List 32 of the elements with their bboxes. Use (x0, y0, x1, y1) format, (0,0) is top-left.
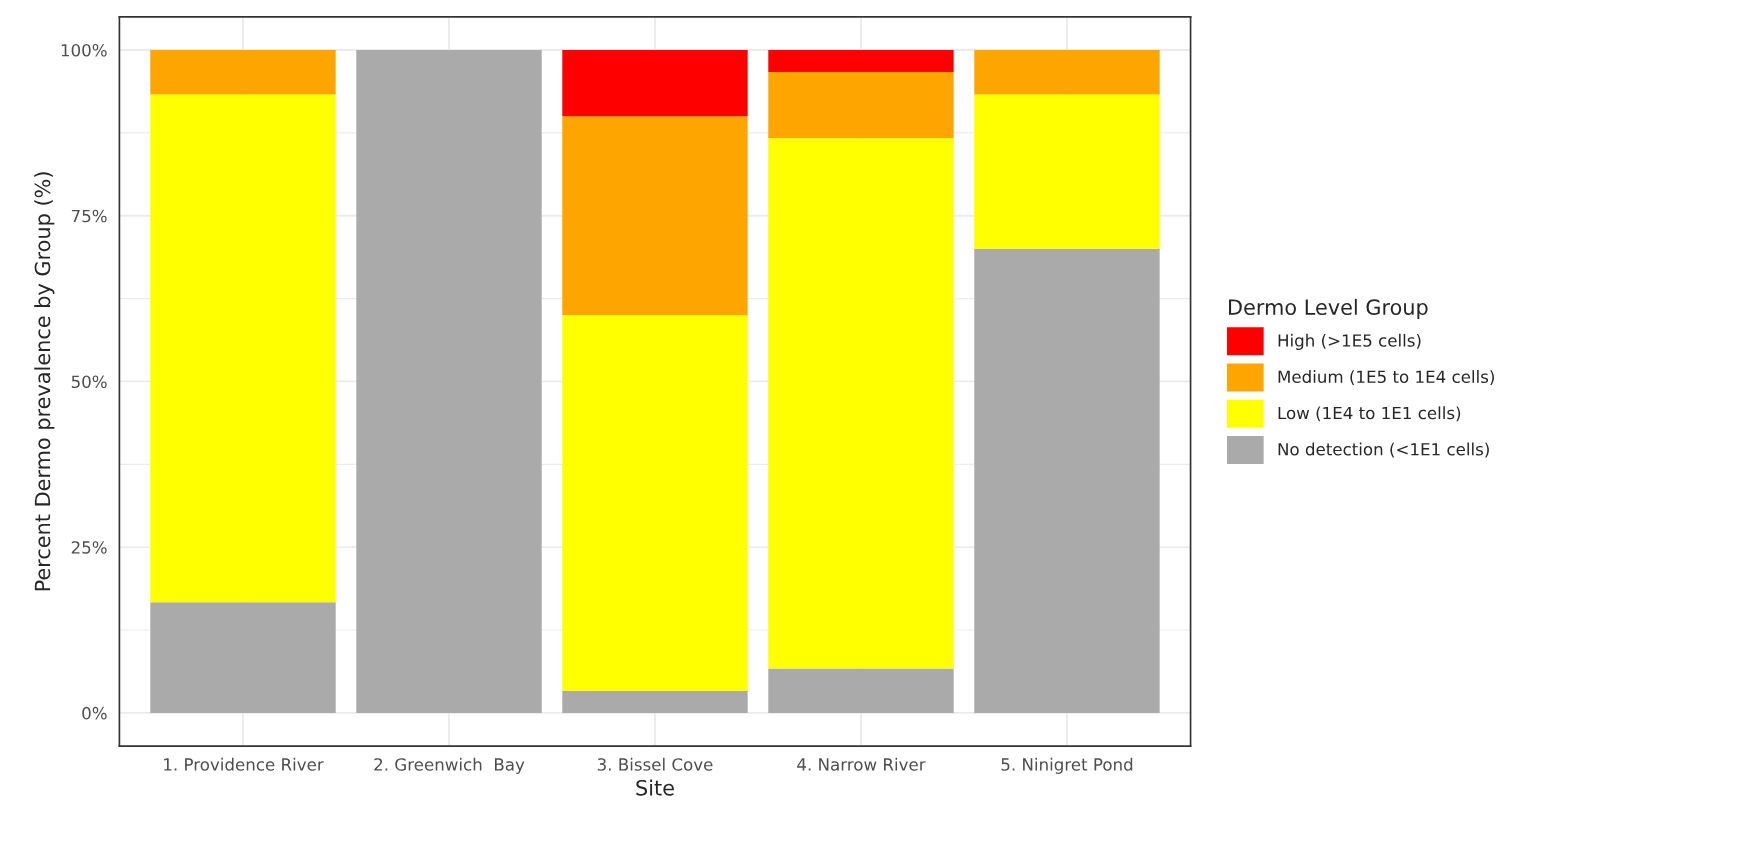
y-tick-label: 25% (71, 541, 107, 554)
bar (562, 691, 748, 713)
legend-label: No detection (<1E1 cells) (1278, 442, 1489, 458)
bar (974, 94, 1160, 249)
bar (562, 50, 748, 117)
bar (768, 50, 954, 72)
bar (150, 602, 336, 713)
bar (974, 50, 1160, 95)
legend-label: Medium (1E5 to 1E4 cells) (1278, 370, 1494, 385)
y-tick-label: 75% (71, 209, 107, 223)
legend-label: Low (1E4 to 1E1 cells) (1278, 406, 1461, 422)
bar (768, 71, 954, 139)
x-tick-label: 1. Providence River (164, 757, 324, 771)
y-tick-label: 50% (71, 375, 107, 389)
x-tick-label: 5. Ninigret Pond (1001, 757, 1133, 774)
y-axis-title: Percent Dermo prevalence by Group (%) (34, 172, 55, 591)
legend-label: High (>1E5 cells) (1278, 333, 1421, 351)
bar (768, 668, 954, 713)
bar (768, 138, 954, 669)
bar (974, 248, 1160, 713)
bar (562, 315, 748, 692)
x-axis-title: Site (636, 779, 674, 796)
y-tick-label: 100% (61, 43, 107, 57)
x-tick-label: 3. Bissel Cove (597, 757, 713, 771)
bar (562, 116, 748, 316)
x-tick-label: 4. Narrow River (797, 757, 926, 771)
bar (150, 50, 336, 95)
y-tick-label: 0% (82, 706, 107, 720)
bar (150, 94, 336, 603)
x-tick-label: 2. Greenwich Bay (374, 757, 525, 774)
legend-title: Dermo Level Group (1229, 298, 1428, 320)
bar (356, 50, 542, 713)
